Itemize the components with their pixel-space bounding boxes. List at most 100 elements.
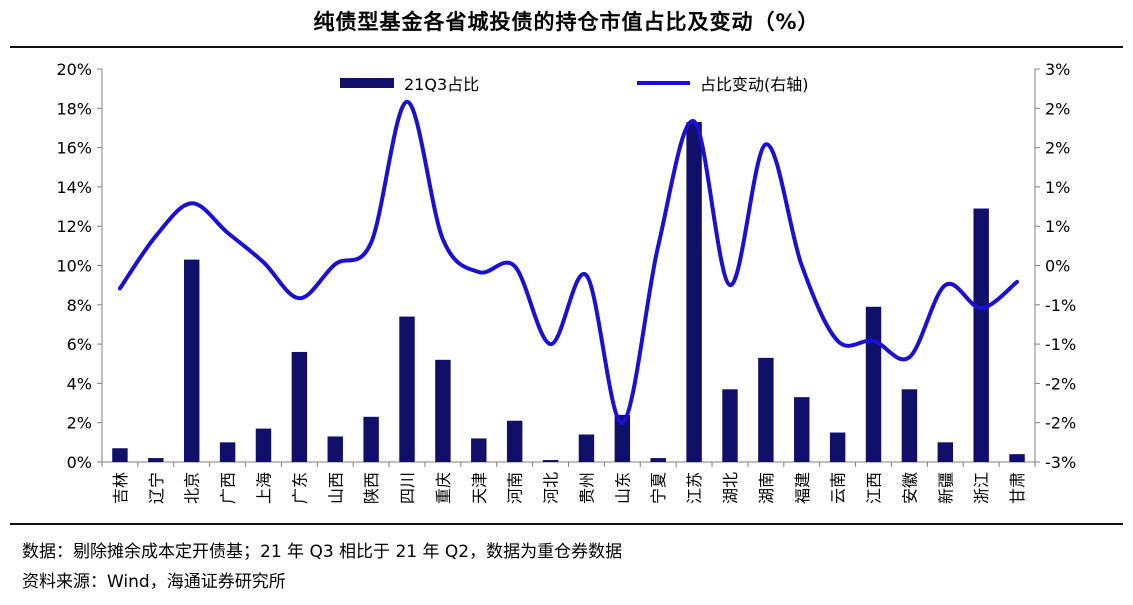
x-tick-label: 山东 — [613, 472, 632, 504]
bar — [650, 458, 666, 462]
left-tick-label: 2% — [67, 414, 92, 433]
x-tick-label-group: 浙江 — [972, 472, 991, 504]
x-tick-label-group: 吉林 — [111, 472, 130, 504]
bar — [829, 432, 846, 462]
x-tick-label: 广东 — [290, 472, 309, 504]
x-tick-label-group: 贵州 — [577, 472, 596, 504]
right-tick-label: -2% — [1045, 414, 1076, 433]
left-tick-label: 8% — [67, 296, 92, 315]
x-tick-label: 陕西 — [362, 472, 381, 504]
data-note: 数据：剔除摊余成本定开债基；21 年 Q3 相比于 21 年 Q2，数据为重仓券… — [22, 542, 623, 562]
left-tick-label: 12% — [56, 217, 92, 236]
bar — [435, 359, 451, 462]
x-tick-label-group: 山东 — [613, 472, 632, 504]
title-rule — [10, 46, 1123, 48]
x-tick-label: 宁夏 — [649, 472, 668, 504]
x-tick-label: 广西 — [219, 472, 238, 504]
x-tick-label: 浙江 — [972, 472, 991, 504]
right-axis: -3% -2% -2% -1% -1% 0% 1% 1% 2% 2% 3% — [1035, 60, 1076, 472]
x-tick-label: 甘肃 — [1008, 472, 1027, 504]
x-tick-label: 福建 — [793, 472, 812, 504]
x-tick-label-group: 重庆 — [434, 472, 453, 504]
right-tick-label: -1% — [1045, 335, 1076, 354]
x-tick-label-group: 辽宁 — [147, 472, 166, 504]
x-tick-label-group: 宁夏 — [649, 472, 668, 504]
x-tick-label: 天津 — [470, 472, 489, 504]
x-tick-label: 河南 — [506, 472, 525, 504]
legend-label-bar: 21Q3占比 — [404, 75, 479, 94]
x-tick-label-group: 天津 — [470, 472, 489, 504]
bar — [506, 420, 523, 462]
x-tick-label-group: 四川 — [398, 472, 417, 504]
right-tick-label: -3% — [1045, 453, 1076, 472]
x-tick-label: 湖南 — [757, 472, 776, 504]
x-axis-labels: 吉林 辽宁 北京 广西 上海 广东 山西 陕西 四川 重庆 天津 河南 河北 贵州 山东 宁夏 江苏 湖北 湖南 福建… — [101, 462, 1036, 504]
x-tick-label-group: 山西 — [326, 472, 345, 504]
x-tick-label: 四川 — [398, 472, 417, 504]
x-tick-label: 吉林 — [111, 472, 130, 504]
bar — [219, 442, 236, 462]
x-tick-label-group: 江西 — [865, 472, 884, 504]
bar — [614, 414, 631, 462]
legend-swatch-bar — [340, 78, 394, 88]
x-tick-label: 上海 — [254, 472, 273, 504]
x-tick-label-group: 陕西 — [362, 472, 381, 504]
legend: 21Q3占比 占比变动(右轴) — [340, 75, 809, 94]
x-tick-label-group: 福建 — [793, 472, 812, 504]
x-tick-label: 云南 — [829, 472, 848, 504]
x-tick-label-group: 甘肃 — [1008, 472, 1027, 504]
x-tick-label: 北京 — [183, 472, 202, 504]
footer-rule — [10, 523, 1123, 525]
bar — [901, 389, 918, 462]
x-tick-label-group: 广西 — [219, 472, 238, 504]
x-tick-label-group: 湖北 — [721, 472, 740, 504]
bar — [399, 316, 415, 462]
x-tick-label: 重庆 — [434, 472, 453, 504]
x-tick-label: 新疆 — [936, 472, 955, 504]
bar — [291, 351, 308, 462]
right-tick-label: -1% — [1045, 296, 1076, 315]
right-tick-label: 0% — [1045, 257, 1070, 276]
x-tick-label-group: 新疆 — [936, 472, 955, 504]
bar — [183, 259, 200, 462]
bar — [1009, 454, 1025, 462]
x-tick-label-group: 江苏 — [685, 472, 704, 504]
x-tick-label-group: 上海 — [254, 472, 273, 504]
left-axis: 0% 2% 4% 6% 8% 10% 12% 14% 16% 18% 20% — [56, 60, 102, 472]
x-tick-label: 山西 — [326, 472, 345, 504]
x-tick-label-group: 湖南 — [757, 472, 776, 504]
x-tick-label-group: 云南 — [829, 472, 848, 504]
line-series — [117, 99, 1020, 425]
x-tick-label: 贵州 — [577, 472, 596, 504]
bar — [578, 434, 595, 462]
bar — [112, 448, 128, 462]
bar — [758, 357, 774, 462]
left-tick-label: 16% — [56, 139, 92, 158]
left-tick-label: 0% — [67, 453, 92, 472]
bar — [255, 428, 272, 462]
bar — [327, 436, 343, 462]
x-tick-label: 湖北 — [721, 472, 740, 504]
x-tick-label: 辽宁 — [147, 472, 166, 504]
bar — [865, 306, 882, 462]
right-tick-label: 2% — [1045, 139, 1070, 158]
legend-label-line: 占比变动(右轴) — [700, 75, 809, 94]
left-tick-label: 6% — [67, 335, 92, 354]
bar — [686, 122, 702, 463]
x-tick-label-group: 广东 — [290, 472, 309, 504]
change-line — [117, 99, 1020, 425]
x-tick-label-group: 河北 — [542, 472, 561, 504]
left-tick-label: 10% — [56, 257, 92, 276]
bar — [148, 458, 164, 462]
bar-series — [112, 122, 1025, 463]
right-tick-label: 3% — [1045, 60, 1070, 79]
bar — [542, 460, 559, 462]
bar — [471, 438, 487, 462]
left-tick-label: 18% — [56, 99, 92, 118]
right-tick-label: -2% — [1045, 374, 1076, 393]
bar — [722, 389, 738, 462]
left-tick-label: 14% — [56, 178, 92, 197]
x-tick-label-group: 北京 — [183, 472, 202, 504]
bar — [794, 397, 810, 462]
plot-frame — [101, 69, 1036, 463]
